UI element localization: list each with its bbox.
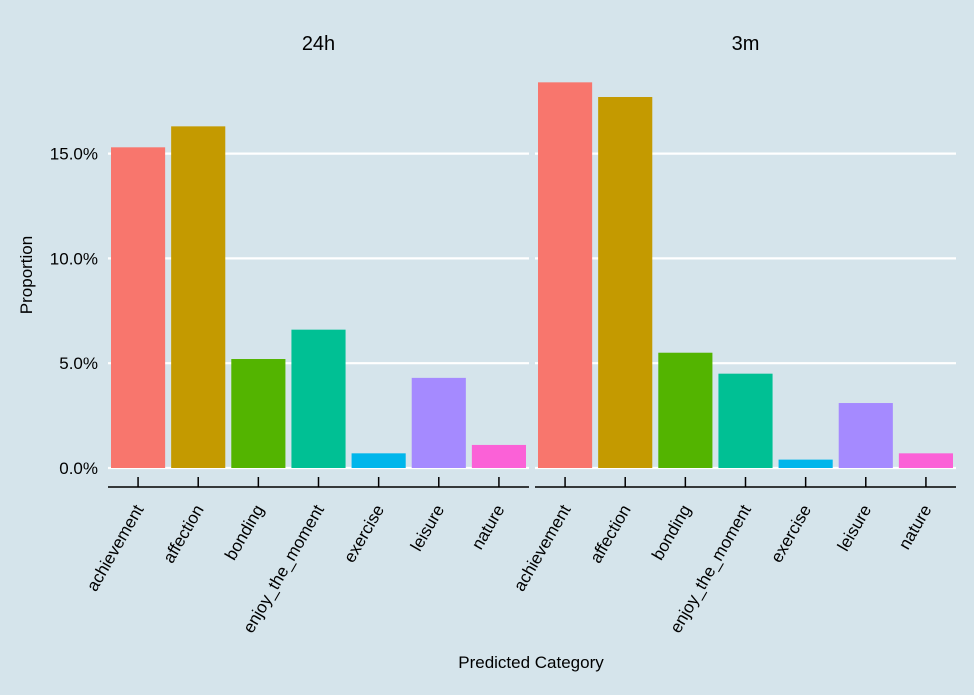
y-axis-title: Proportion bbox=[17, 236, 36, 314]
x-tick-label: nature bbox=[468, 502, 509, 553]
bar bbox=[538, 82, 593, 468]
x-tick-label: exercise bbox=[340, 502, 388, 566]
y-tick-label: 5.0% bbox=[59, 354, 98, 373]
bar bbox=[838, 403, 893, 468]
bar bbox=[411, 377, 466, 468]
x-tick-label: exercise bbox=[767, 502, 815, 566]
x-tick-label: nature bbox=[895, 502, 936, 553]
y-tick-label: 10.0% bbox=[50, 249, 98, 268]
facet-title: 24h bbox=[302, 33, 335, 55]
x-tick-label: affection bbox=[586, 502, 634, 567]
bar bbox=[718, 373, 773, 468]
axes bbox=[108, 477, 956, 488]
bar bbox=[598, 97, 653, 469]
bar bbox=[471, 444, 526, 468]
bar bbox=[291, 329, 346, 468]
x-tick-label: leisure bbox=[834, 502, 876, 555]
bar bbox=[898, 453, 953, 468]
bar bbox=[231, 359, 286, 468]
bar bbox=[171, 126, 226, 469]
facet-title: 3m bbox=[732, 33, 760, 55]
x-tick-label: achievement bbox=[83, 501, 148, 594]
bars bbox=[111, 82, 953, 469]
bar bbox=[658, 352, 713, 468]
y-tick-label: 0.0% bbox=[59, 459, 98, 478]
x-axis-title: Predicted Category bbox=[458, 653, 604, 672]
x-tick-label: affection bbox=[159, 502, 207, 567]
bar bbox=[351, 453, 406, 468]
x-tick-label: leisure bbox=[407, 502, 449, 555]
x-tick-label: bonding bbox=[648, 502, 695, 564]
bar bbox=[111, 147, 166, 468]
bar bbox=[778, 459, 833, 468]
y-tick-label: 15.0% bbox=[50, 145, 98, 164]
x-tick-label: achievement bbox=[510, 501, 575, 594]
x-tick-label: bonding bbox=[221, 502, 268, 564]
